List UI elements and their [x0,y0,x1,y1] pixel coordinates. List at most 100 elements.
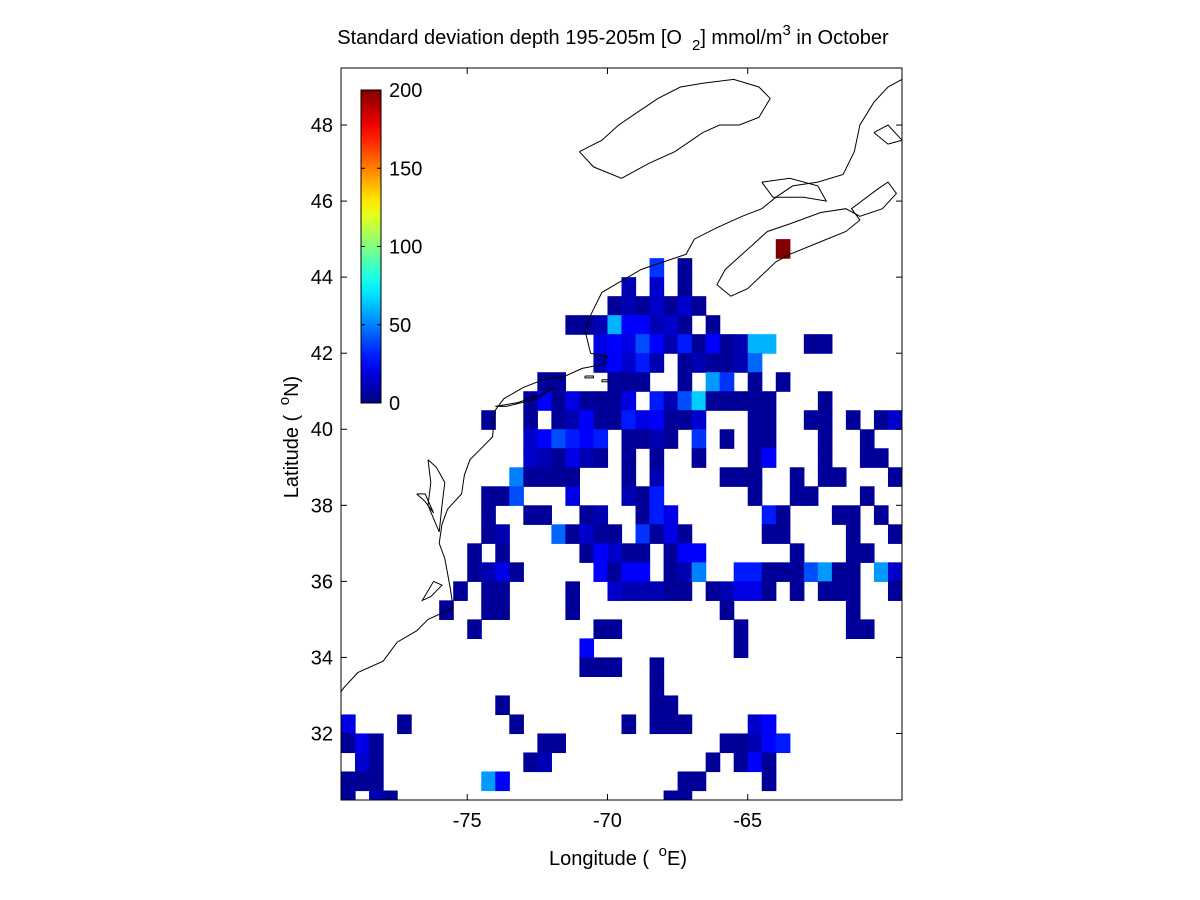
data-cell [523,391,538,411]
data-cell [341,714,356,735]
data-cell [565,448,581,468]
data-cell [537,429,552,449]
data-cell [565,315,581,335]
data-cell [733,581,749,601]
data-cell [887,581,902,601]
data-cell [691,448,707,468]
data-cell [691,334,707,354]
data-cell [509,714,524,735]
data-cell [593,524,609,544]
data-cell [705,353,721,373]
data-cell [691,429,707,449]
data-cell [761,429,777,449]
data-cell [733,733,749,754]
plot-frame [340,67,903,801]
data-cell [817,448,833,468]
data-cell [859,486,875,506]
data-cell [341,790,356,800]
data-cell [537,467,552,487]
data-cell [733,619,749,639]
data-cell [747,714,763,735]
data-cell [775,239,791,259]
data-cell [593,391,609,411]
data-cell [383,790,398,800]
data-cell [621,372,637,392]
data-cell [691,353,707,373]
y-tick-label: 40 [311,419,333,441]
data-cell [761,733,777,754]
data-cell [663,790,679,800]
data-cell [691,562,707,582]
colorbar-tick-label: 100 [389,237,422,259]
data-cell [719,429,735,449]
data-cell [677,315,693,335]
data-cell [439,600,454,620]
data-cell [789,486,805,506]
data-cell [355,771,370,792]
data-cell [607,543,623,563]
data-cell [691,771,707,792]
data-cell [635,410,651,430]
data-cell [859,543,875,563]
data-cell [621,448,637,468]
data-cell [537,733,552,754]
ylabel-prefix: Latitude ( [281,409,303,499]
data-cell [537,505,552,525]
data-cell [831,581,847,601]
data-cell [747,486,763,506]
data-cell [481,524,496,544]
data-cell [719,600,735,620]
data-cell [761,752,777,773]
data-cell [747,448,763,468]
data-cell [551,524,566,544]
data-cell [663,505,679,525]
data-cell [789,467,805,487]
data-cell [649,448,665,468]
data-cell [565,410,581,430]
data-cell [467,619,482,639]
data-cell [775,505,791,525]
data-cell [733,638,749,658]
data-cell [747,429,763,449]
data-cell [355,733,370,754]
data-cell [467,562,482,582]
data-cell [817,429,833,449]
data-cell [551,733,566,754]
coastline [761,177,828,202]
data-cell [607,391,623,411]
data-cell [481,581,496,601]
data-cell [607,410,623,430]
data-cell [859,429,875,449]
data-cell [621,543,637,563]
data-cell [887,524,902,544]
data-cell [495,543,510,563]
data-cell [621,562,637,582]
coastline-group [341,78,902,693]
data-cell [873,410,889,430]
data-cell [677,353,693,373]
data-cell [719,391,735,411]
data-cell [831,467,847,487]
data-cell [621,581,637,601]
data-cell [677,372,693,392]
data-cell [621,315,637,335]
data-cell [593,619,609,639]
data-cell [677,581,693,601]
x-tick-label: -65 [733,810,762,832]
data-cell [621,391,637,411]
data-cell [663,581,679,601]
data-cell [579,448,595,468]
data-cell [789,581,805,601]
data-cell [635,581,651,601]
data-cell [369,790,384,800]
data-cell [635,543,651,563]
data-cell [705,581,721,601]
data-cell [845,619,861,639]
colorbar-tick-label: 50 [389,315,411,337]
data-cell [341,771,342,792]
y-tick-label: 44 [311,267,333,289]
data-cell [495,524,510,544]
data-cell [481,600,496,620]
y-tick-label: 48 [311,115,333,137]
data-cell [733,752,749,773]
